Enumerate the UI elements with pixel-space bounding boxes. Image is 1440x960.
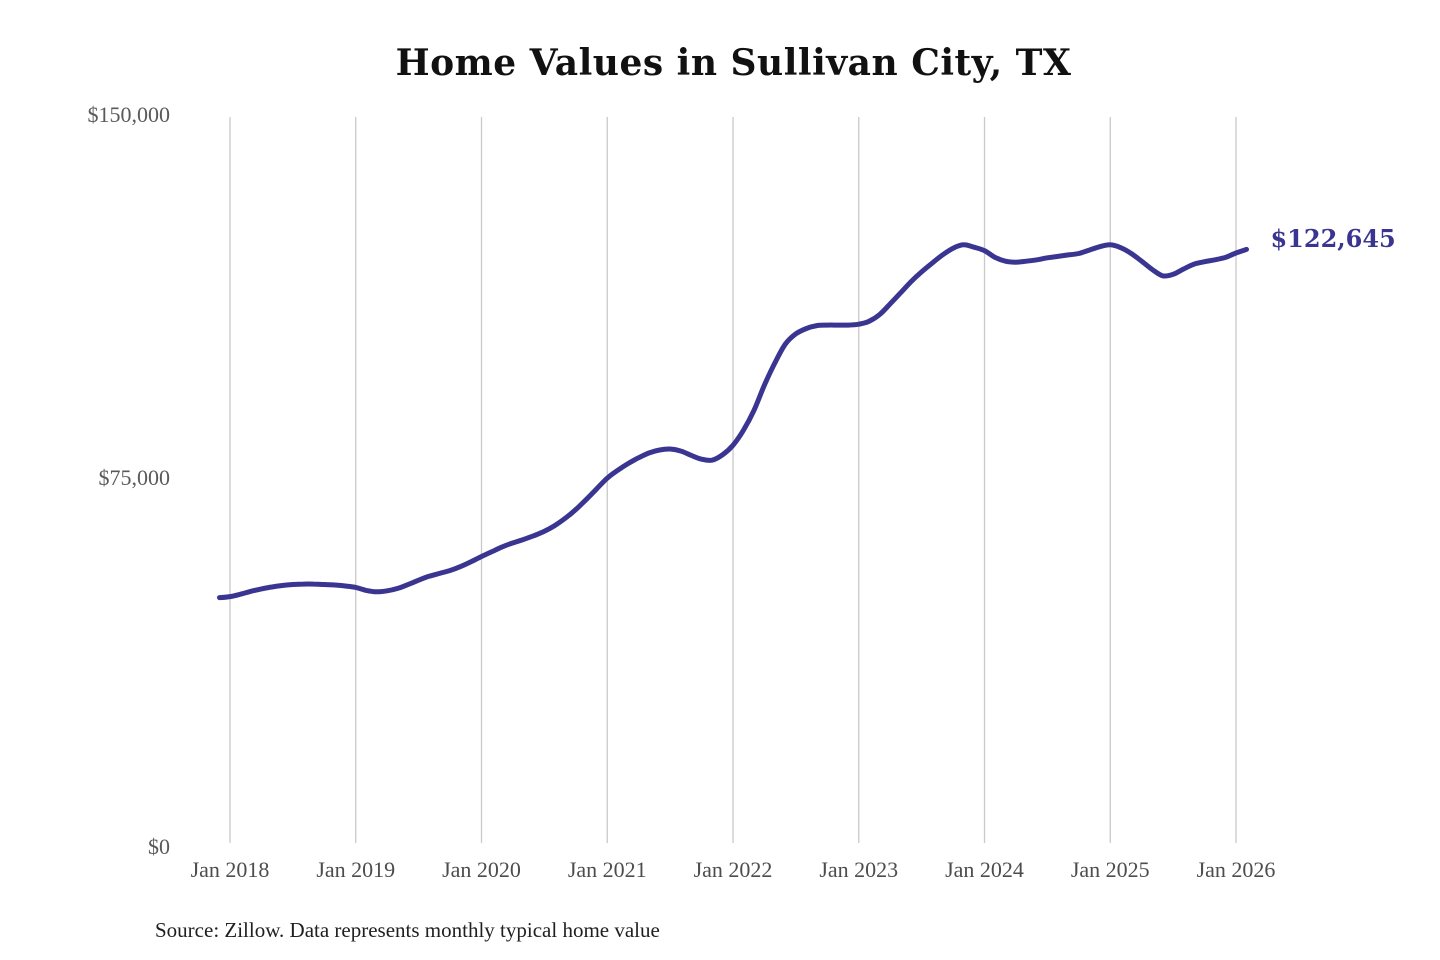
x-tick-label: Jan 2020: [442, 857, 521, 882]
chart-title: Home Values in Sullivan City, TX: [395, 42, 1072, 84]
y-tick-label: $150,000: [88, 102, 171, 127]
source-note: Source: Zillow. Data represents monthly …: [155, 918, 660, 942]
x-tick-label: Jan 2026: [1197, 857, 1276, 882]
x-tick-label: Jan 2019: [316, 857, 395, 882]
x-tick-label: Jan 2025: [1071, 857, 1150, 882]
x-tick-label: Jan 2021: [568, 857, 647, 882]
y-tick-label: $0: [148, 834, 170, 859]
x-tick-label: Jan 2024: [945, 857, 1024, 882]
value-line: [217, 242, 1249, 601]
end-value-label: $122,645: [1270, 224, 1395, 253]
x-tick-label: Jan 2023: [819, 857, 898, 882]
x-tick-label: Jan 2022: [694, 857, 773, 882]
x-tick-label: Jan 2018: [191, 857, 270, 882]
y-tick-label: $75,000: [99, 465, 171, 490]
